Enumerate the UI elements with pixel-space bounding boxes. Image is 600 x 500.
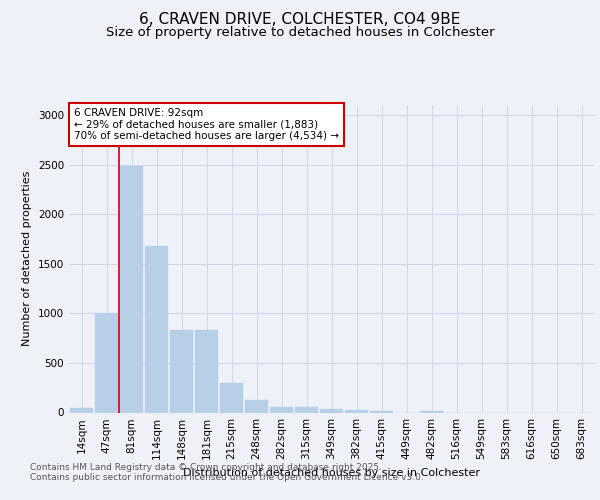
Bar [220, 382, 243, 412]
X-axis label: Distribution of detached houses by size in Colchester: Distribution of detached houses by size … [183, 468, 480, 478]
Bar [120, 166, 143, 412]
Bar [320, 408, 343, 412]
Bar [70, 408, 93, 412]
Bar [270, 406, 293, 412]
Bar [295, 407, 318, 412]
Bar [370, 411, 393, 412]
Bar [345, 410, 368, 412]
Text: Size of property relative to detached houses in Colchester: Size of property relative to detached ho… [106, 26, 494, 39]
Bar [245, 400, 268, 412]
Bar [195, 330, 218, 412]
Bar [420, 410, 443, 412]
Y-axis label: Number of detached properties: Number of detached properties [22, 171, 32, 346]
Text: 6, CRAVEN DRIVE, COLCHESTER, CO4 9BE: 6, CRAVEN DRIVE, COLCHESTER, CO4 9BE [139, 12, 461, 28]
Bar [170, 330, 193, 412]
Bar [145, 246, 168, 412]
Text: Contains HM Land Registry data © Crown copyright and database right 2025.: Contains HM Land Registry data © Crown c… [30, 462, 382, 471]
Text: Contains public sector information licensed under the Open Government Licence v3: Contains public sector information licen… [30, 472, 424, 482]
Text: 6 CRAVEN DRIVE: 92sqm
← 29% of detached houses are smaller (1,883)
70% of semi-d: 6 CRAVEN DRIVE: 92sqm ← 29% of detached … [74, 108, 339, 142]
Bar [95, 313, 118, 412]
